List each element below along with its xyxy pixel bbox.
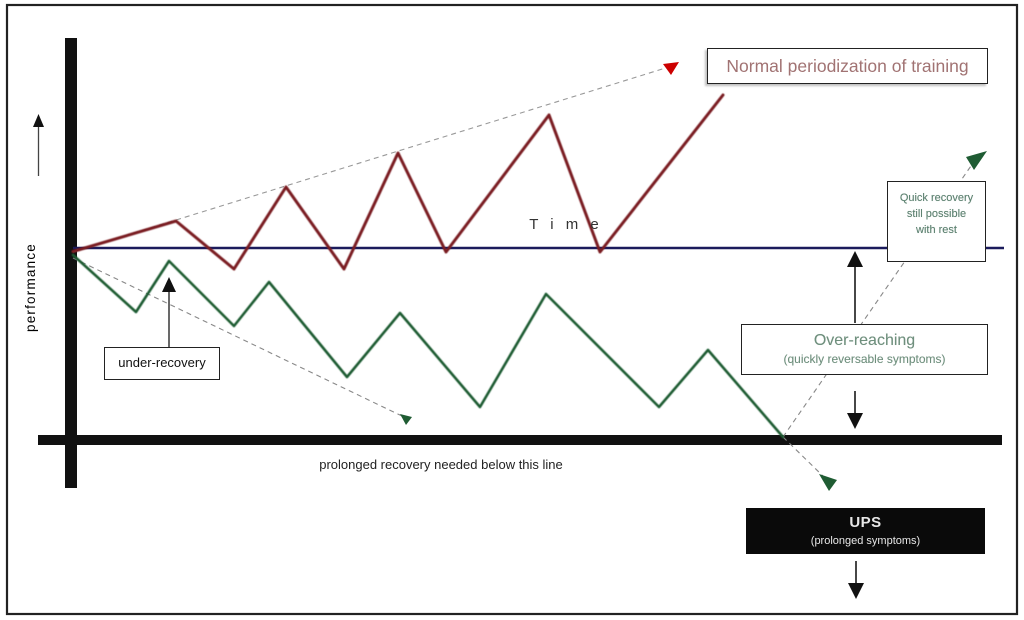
svg-text:performance: performance — [23, 243, 38, 332]
svg-text:T i m e: T i m e — [529, 216, 603, 233]
svg-text:prolonged recovery needed belo: prolonged recovery needed below this lin… — [319, 457, 563, 472]
